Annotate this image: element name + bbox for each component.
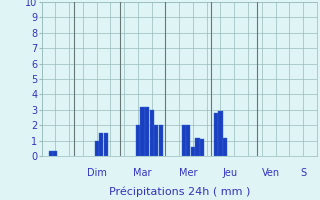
Text: Mar: Mar xyxy=(133,168,152,178)
Bar xyxy=(95,141,99,156)
Bar xyxy=(140,107,145,156)
Bar xyxy=(191,147,195,156)
Bar xyxy=(196,138,200,156)
Bar xyxy=(53,151,57,156)
Bar xyxy=(200,139,204,156)
Text: Ven: Ven xyxy=(262,168,280,178)
Bar xyxy=(223,138,227,156)
Text: Précipitations 24h ( mm ): Précipitations 24h ( mm ) xyxy=(108,187,250,197)
Bar xyxy=(214,113,218,156)
Text: S: S xyxy=(300,168,306,178)
Bar xyxy=(136,125,140,156)
Text: Dim: Dim xyxy=(87,168,107,178)
Bar xyxy=(145,107,149,156)
Bar xyxy=(104,133,108,156)
Bar xyxy=(154,125,158,156)
Bar xyxy=(186,125,190,156)
Text: Mer: Mer xyxy=(179,168,198,178)
Bar xyxy=(49,151,53,156)
Bar xyxy=(150,110,154,156)
Text: Jeu: Jeu xyxy=(222,168,237,178)
Bar xyxy=(182,125,186,156)
Bar xyxy=(159,125,163,156)
Bar xyxy=(99,133,103,156)
Bar xyxy=(219,111,222,156)
